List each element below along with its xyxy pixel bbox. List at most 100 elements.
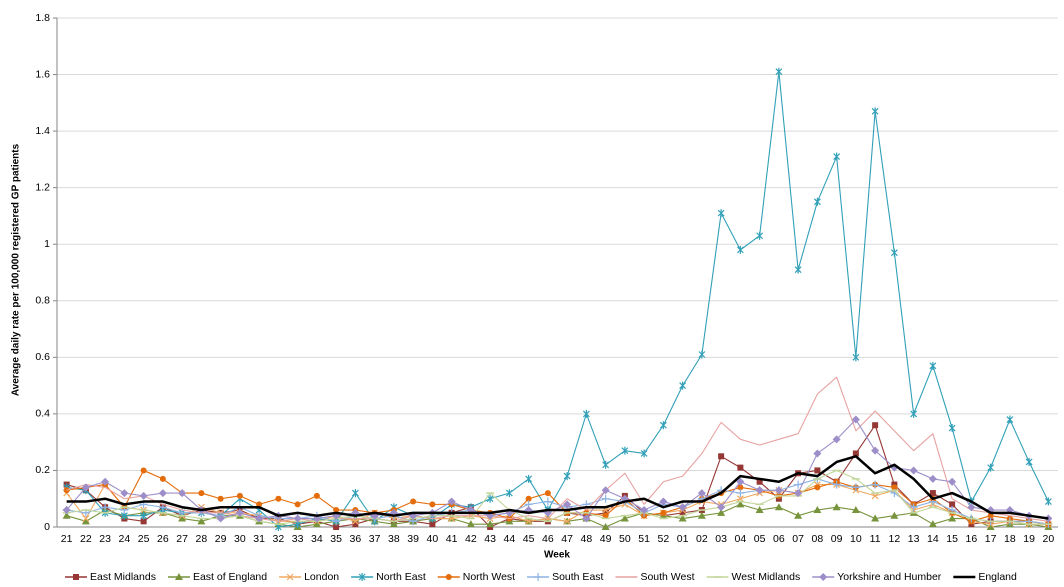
data-point [62, 506, 71, 515]
data-point [563, 517, 571, 525]
data-point [544, 490, 551, 497]
data-point [659, 421, 667, 430]
series-line [66, 469, 1049, 525]
legend-label: North East [376, 571, 426, 583]
legend-marker [445, 574, 452, 580]
data-point [333, 524, 340, 530]
data-point [717, 209, 725, 218]
x-tick-label: 44 [504, 533, 516, 545]
x-tick-label: 33 [292, 533, 304, 545]
legend-label: London [304, 571, 339, 583]
data-point [736, 477, 745, 486]
x-tick-label: 03 [715, 533, 727, 545]
series-line [66, 478, 1049, 525]
x-tick-label: 31 [253, 533, 265, 545]
data-point [178, 514, 187, 522]
data-point [235, 508, 244, 517]
data-point [312, 520, 321, 528]
x-tick-label: 27 [176, 533, 188, 545]
data-point [814, 467, 821, 474]
legend-marker [286, 573, 294, 581]
x-tick-label: 40 [427, 533, 439, 545]
x-tick-label: 07 [792, 533, 804, 545]
x-tick-label: 38 [388, 533, 400, 545]
x-tick-label: 34 [311, 533, 323, 545]
data-point [466, 520, 475, 528]
data-point [256, 501, 263, 508]
x-tick-label: 49 [600, 533, 612, 545]
data-point [794, 265, 802, 274]
data-point [755, 486, 764, 495]
x-tick-label: 46 [542, 533, 554, 545]
data-point [679, 509, 686, 516]
y-tick-label: 0 [44, 521, 50, 533]
x-tick-label: 52 [658, 533, 670, 545]
data-point [909, 466, 918, 475]
data-point [140, 467, 147, 474]
data-point [505, 489, 513, 498]
data-point [255, 514, 264, 523]
data-point [871, 514, 880, 522]
x-tick-label: 50 [619, 533, 631, 545]
data-point [543, 497, 552, 506]
y-tick-label: 0.6 [35, 351, 50, 363]
data-point [563, 472, 571, 481]
data-point [794, 489, 803, 498]
y-tick-label: 1.4 [35, 125, 50, 137]
data-point [814, 484, 821, 491]
data-point [159, 475, 166, 482]
data-point [101, 503, 110, 512]
data-point [640, 506, 649, 515]
data-point [660, 509, 667, 516]
series-line [66, 418, 1049, 520]
data-point [756, 478, 763, 485]
data-point [81, 483, 90, 492]
data-point [987, 463, 995, 472]
data-point [736, 500, 745, 508]
x-tick-label: 37 [369, 533, 381, 545]
data-point [582, 409, 590, 418]
data-point [832, 503, 841, 511]
data-point [410, 498, 417, 505]
data-point [140, 518, 147, 525]
data-point [601, 494, 610, 503]
data-point [582, 514, 591, 523]
data-point [62, 511, 71, 519]
legend: East Midlands East of England London North … [65, 571, 1017, 583]
data-point [813, 197, 821, 206]
x-tick-label: 01 [677, 533, 689, 545]
data-point [910, 409, 918, 418]
x-tick-label: 41 [446, 533, 458, 545]
data-point [351, 489, 359, 498]
x-tick-label: 19 [1023, 533, 1035, 545]
data-point [486, 520, 495, 528]
data-point [774, 486, 783, 495]
x-tick-label: 10 [850, 533, 862, 545]
data-point [928, 474, 937, 483]
data-point [832, 435, 841, 444]
data-point [718, 453, 725, 460]
data-point [967, 503, 976, 512]
legend-marker [819, 573, 828, 581]
data-point [217, 495, 224, 502]
series-line [66, 376, 1049, 522]
x-tick-label: 47 [561, 533, 573, 545]
series-line [66, 469, 1049, 525]
data-point [929, 490, 936, 497]
legend-label: South East [552, 571, 603, 583]
data-point [717, 503, 726, 512]
data-point [851, 415, 860, 424]
data-point [871, 492, 879, 500]
data-point [871, 446, 880, 455]
x-tick-label: 45 [523, 533, 535, 545]
data-point [794, 511, 803, 519]
data-point [82, 515, 90, 522]
data-point [120, 489, 129, 498]
data-point [447, 497, 456, 506]
y-tick-label: 1.8 [35, 12, 50, 24]
data-point [389, 520, 398, 528]
data-point [678, 503, 687, 512]
x-tick-label: 28 [196, 533, 208, 545]
data-point [640, 449, 648, 458]
data-point [563, 500, 572, 509]
